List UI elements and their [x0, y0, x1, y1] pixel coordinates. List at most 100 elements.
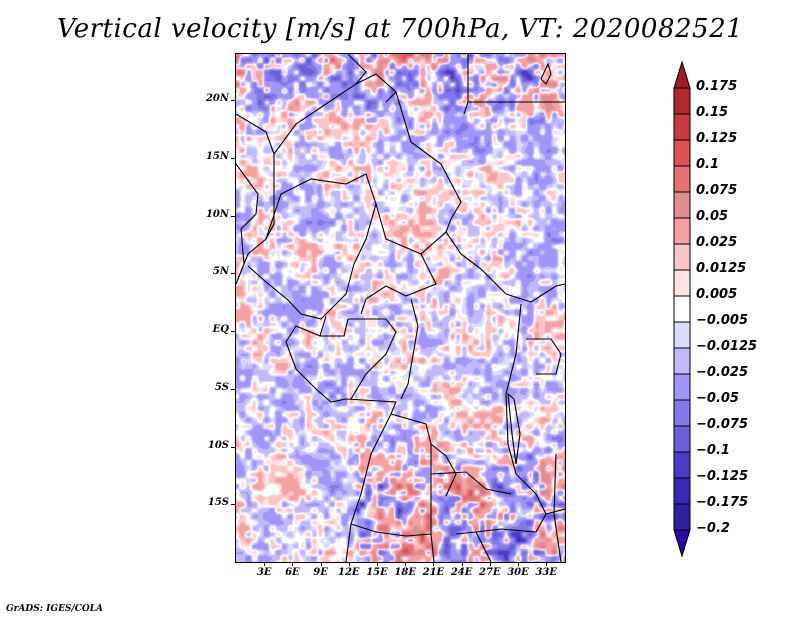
colorbar-label: −0.025 — [696, 365, 749, 380]
colorbar-label: 0.1 — [696, 157, 720, 172]
colorbar-top-arrow — [673, 60, 691, 89]
colorbar-segment — [673, 503, 691, 531]
colorbar-segment — [673, 217, 691, 245]
border-line — [345, 398, 397, 562]
border-line — [526, 338, 562, 375]
colorbar-segment — [673, 451, 691, 479]
y-tick-mark — [231, 504, 236, 506]
y-tick-label: 10S — [207, 439, 229, 451]
x-tick-mark — [320, 562, 322, 566]
map-plot-area — [236, 54, 565, 562]
x-tick-label: 6E — [285, 567, 300, 578]
border-line — [430, 533, 435, 562]
colorbar-segment — [673, 347, 691, 375]
x-tick-label: 21E — [422, 567, 445, 578]
x-tick-label: 33E — [535, 567, 557, 578]
x-tick-mark — [292, 562, 294, 566]
x-tick-mark — [546, 562, 548, 566]
x-tick-mark — [433, 562, 435, 566]
x-tick-label: 30E — [507, 567, 529, 578]
y-tick-label: 15N — [205, 150, 229, 162]
border-line — [505, 303, 522, 475]
border-line — [475, 531, 492, 562]
border-line — [247, 265, 347, 320]
colorbar-label: −0.1 — [696, 443, 730, 458]
x-tick-label: 27E — [479, 567, 501, 578]
colorbar-label: −0.075 — [696, 417, 749, 432]
x-tick-mark — [489, 562, 491, 566]
y-tick-mark — [231, 157, 236, 159]
x-tick-label: 18E — [394, 567, 416, 578]
y-tick-label: 15S — [207, 497, 229, 509]
y-tick-mark — [231, 273, 236, 275]
border-line — [390, 413, 457, 497]
vertical-velocity-field — [236, 54, 565, 562]
border-line — [553, 453, 562, 562]
country-borders — [236, 54, 565, 562]
lake-outline — [540, 62, 552, 85]
colorbar-label: −0.0125 — [696, 339, 758, 354]
colorbar-label: 0.125 — [696, 131, 738, 146]
border-line — [265, 173, 377, 295]
x-tick-mark — [405, 562, 407, 566]
colorbar-segment — [673, 321, 691, 349]
colorbar-label: −0.05 — [696, 391, 739, 406]
border-line — [348, 318, 397, 400]
x-tick-mark — [461, 562, 463, 566]
colorbar-label: −0.2 — [696, 521, 730, 536]
border-line — [236, 154, 275, 285]
colorbar-segment — [673, 87, 691, 115]
y-tick-label: 5N — [212, 266, 229, 278]
border-line — [236, 54, 367, 156]
x-tick-mark — [518, 562, 519, 566]
colorbar-label: 0.05 — [696, 209, 729, 224]
colorbar-segment — [673, 139, 691, 167]
border-line — [350, 444, 432, 537]
border-line — [355, 73, 462, 203]
y-tick-label: EQ — [212, 324, 229, 336]
colorbar-label: −0.175 — [696, 495, 749, 510]
colorbar-label: 0.025 — [696, 235, 738, 250]
colorbar-segment — [673, 165, 691, 193]
x-tick-label: 9E — [313, 567, 328, 578]
border-line — [445, 201, 462, 233]
y-tick-mark — [231, 388, 236, 390]
colorbar-segment — [673, 191, 691, 219]
colorbar-label: −0.125 — [696, 469, 749, 484]
colorbar — [673, 60, 691, 558]
grads-credit: GrADS: IGES/COLA — [6, 604, 104, 614]
colorbar-segment — [673, 269, 691, 297]
x-tick-mark — [377, 562, 378, 566]
colorbar-label: 0.15 — [696, 105, 729, 120]
chart-title: Vertical velocity [m/s] at 700hPa, VT: 2… — [56, 14, 744, 44]
border-line — [236, 163, 259, 265]
y-tick-label: 10N — [205, 208, 229, 220]
x-tick-label: 24E — [450, 567, 473, 578]
border-line — [455, 473, 547, 535]
colorbar-label: 0.0125 — [696, 261, 747, 276]
border-line — [319, 315, 349, 337]
y-tick-mark — [231, 215, 236, 217]
colorbar-segment — [673, 113, 691, 141]
colorbar-bottom-arrow — [673, 529, 691, 558]
colorbar-label: 0.175 — [696, 79, 738, 94]
x-tick-label: 3E — [256, 567, 272, 578]
border-line — [463, 54, 469, 115]
colorbar-segment — [673, 399, 691, 427]
lake-outline — [507, 392, 521, 465]
colorbar-segment — [673, 425, 691, 453]
x-tick-label: 15E — [366, 567, 388, 578]
colorbar-segment — [673, 477, 691, 505]
x-tick-mark — [348, 562, 350, 566]
x-tick-mark — [264, 562, 266, 566]
border-line — [385, 91, 397, 103]
border-line — [360, 253, 437, 315]
colorbar-label: 0.075 — [696, 183, 738, 198]
border-line — [545, 508, 565, 515]
x-tick-label: 12E — [338, 567, 360, 578]
border-line — [400, 298, 419, 400]
y-tick-mark — [231, 100, 236, 102]
y-tick-mark — [231, 331, 236, 333]
border-line — [480, 268, 565, 303]
colorbar-label: 0.005 — [696, 287, 738, 302]
